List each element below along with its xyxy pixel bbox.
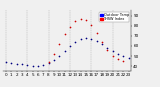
Point xyxy=(47,63,50,64)
Point xyxy=(95,32,98,33)
Point xyxy=(79,38,82,40)
Point xyxy=(37,66,39,67)
Point xyxy=(5,62,7,63)
Point xyxy=(31,66,34,67)
Point xyxy=(74,41,76,43)
Point xyxy=(106,49,108,51)
Point xyxy=(90,38,92,40)
Point xyxy=(101,43,103,45)
Point xyxy=(106,47,108,49)
Point xyxy=(85,37,87,39)
Point xyxy=(117,58,119,60)
Point xyxy=(95,40,98,42)
Point xyxy=(111,50,114,52)
Point xyxy=(53,53,55,55)
Point xyxy=(21,64,23,65)
Point xyxy=(69,45,71,47)
Point xyxy=(122,60,124,62)
Point xyxy=(101,41,103,43)
Point xyxy=(26,65,28,66)
Point xyxy=(63,50,66,52)
Point xyxy=(79,18,82,19)
Point xyxy=(122,55,124,57)
Point xyxy=(111,55,114,57)
Point xyxy=(85,19,87,20)
Point xyxy=(74,20,76,21)
Point xyxy=(63,33,66,34)
Point xyxy=(127,57,130,59)
Point xyxy=(58,55,60,57)
Point xyxy=(10,63,12,64)
Point xyxy=(90,24,92,25)
Point xyxy=(117,53,119,55)
Point xyxy=(42,65,44,66)
Legend: Outdoor Temp, THSW Index: Outdoor Temp, THSW Index xyxy=(99,12,129,22)
Point xyxy=(15,64,18,65)
Point xyxy=(47,62,50,63)
Point xyxy=(53,60,55,61)
Point xyxy=(58,43,60,45)
Point xyxy=(69,26,71,27)
